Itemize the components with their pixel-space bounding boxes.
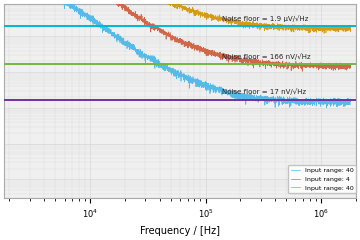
Input range: 4: (3.44e+04, 1.78e-06): 4: (3.44e+04, 1.78e-06) xyxy=(150,26,154,29)
Input range: 4: (6.92e+05, 1.06e-07): 4: (6.92e+05, 1.06e-07) xyxy=(301,70,305,73)
Input range: 4: (2.55e+04, 3.39e-06): 4: (2.55e+04, 3.39e-06) xyxy=(135,16,139,19)
Input range: 40: (2.55e+04, 4.32e-07): 40: (2.55e+04, 4.32e-07) xyxy=(135,48,139,51)
Text: Noise floor = 1.9 μV/√Hz: Noise floor = 1.9 μV/√Hz xyxy=(222,15,309,22)
Input range: 40: (1.58e+06, 1.06e-08): 40: (1.58e+06, 1.06e-08) xyxy=(342,106,346,108)
Input range: 40: (1.8e+06, 1.56e-06): 40: (1.8e+06, 1.56e-06) xyxy=(348,28,353,31)
Input range: 40: (1.11e+06, 1.01e-08): 40: (1.11e+06, 1.01e-08) xyxy=(324,106,329,109)
Input range: 40: (7.48e+05, 1.74e-06): 40: (7.48e+05, 1.74e-06) xyxy=(305,26,309,29)
Input range: 40: (1.58e+06, 1.97e-06): 40: (1.58e+06, 1.97e-06) xyxy=(342,24,346,27)
Text: Noise floor = 17 nV/√Hz: Noise floor = 17 nV/√Hz xyxy=(222,88,306,95)
Line: Input range: 40: Input range: 40 xyxy=(4,0,351,33)
Input range: 40: (3.44e+04, 2.21e-07): 40: (3.44e+04, 2.21e-07) xyxy=(150,58,154,61)
Input range: 40: (5.98e+03, 6.01e-06): 40: (5.98e+03, 6.01e-06) xyxy=(62,7,67,10)
Input range: 40: (7.48e+05, 1.53e-08): 40: (7.48e+05, 1.53e-08) xyxy=(305,100,309,103)
Input range: 4: (7.5e+05, 1.67e-07): 4: (7.5e+05, 1.67e-07) xyxy=(305,63,309,66)
Legend: Input range: 40, Input range: 4, Input range: 40: Input range: 40, Input range: 4, Input r… xyxy=(288,165,356,193)
Line: Input range: 4: Input range: 4 xyxy=(4,0,351,71)
Text: Noise floor = 166 nV/√Hz: Noise floor = 166 nV/√Hz xyxy=(222,53,311,60)
Input range: 4: (1.58e+06, 1.61e-07): 4: (1.58e+06, 1.61e-07) xyxy=(342,63,346,66)
Input range: 40: (1.8e+06, 1.81e-08): 40: (1.8e+06, 1.81e-08) xyxy=(348,97,353,100)
Input range: 40: (1.06e+06, 1.22e-06): 40: (1.06e+06, 1.22e-06) xyxy=(322,32,326,35)
X-axis label: Frequency / [Hz]: Frequency / [Hz] xyxy=(140,226,220,236)
Line: Input range: 40: Input range: 40 xyxy=(4,0,351,108)
Input range: 4: (1.8e+06, 1.49e-07): 4: (1.8e+06, 1.49e-07) xyxy=(348,65,353,67)
